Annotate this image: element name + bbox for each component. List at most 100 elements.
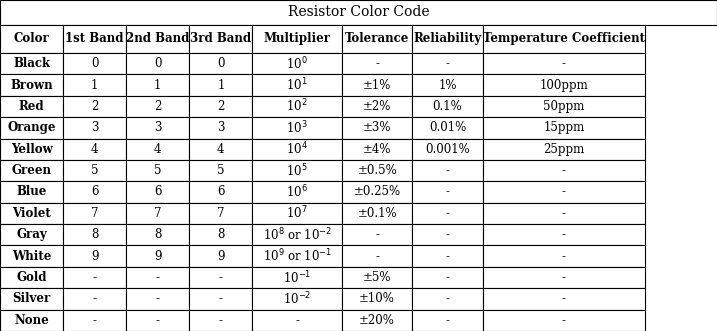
Bar [483,160,645,181]
Bar [63,25,126,53]
Text: -: - [445,314,450,327]
Bar [0,96,63,117]
Bar [0,203,63,224]
Text: -: - [562,228,566,241]
Text: 6: 6 [154,185,161,199]
Text: ±5%: ±5% [363,271,391,284]
Bar [0,0,717,25]
Text: 3: 3 [91,121,98,134]
Bar [342,203,412,224]
Bar [0,53,63,74]
Bar [252,53,342,74]
Bar [483,224,645,246]
Text: -: - [219,292,223,306]
Text: White: White [12,250,51,262]
Text: 0.001%: 0.001% [425,143,470,156]
Text: 2: 2 [154,100,161,113]
Bar [63,117,126,138]
Bar [483,53,645,74]
Text: ±2%: ±2% [363,100,391,113]
Bar [412,203,483,224]
Bar [252,224,342,246]
Text: -: - [445,185,450,199]
Bar [252,267,342,288]
Text: ±1%: ±1% [363,78,391,92]
Text: -: - [375,228,379,241]
Bar [63,53,126,74]
Text: 5: 5 [154,164,161,177]
Text: 10$^{8}$ or 10$^{-2}$: 10$^{8}$ or 10$^{-2}$ [262,226,332,243]
Text: -: - [92,314,97,327]
Bar [0,160,63,181]
Text: 15ppm: 15ppm [543,121,584,134]
Bar [342,267,412,288]
Bar [189,246,252,267]
Text: 3rd Band: 3rd Band [190,32,252,45]
Bar [342,25,412,53]
Bar [189,309,252,331]
Text: -: - [219,314,223,327]
Bar [189,53,252,74]
Text: 5: 5 [217,164,224,177]
Text: -: - [219,271,223,284]
Text: 1: 1 [154,78,161,92]
Text: 2nd Band: 2nd Band [126,32,189,45]
Text: Temperature Coefficient: Temperature Coefficient [483,32,645,45]
Bar [126,160,189,181]
Bar [126,117,189,138]
Text: 0.01%: 0.01% [429,121,466,134]
Bar [0,74,63,96]
Bar [342,96,412,117]
Bar [126,246,189,267]
Text: ±10%: ±10% [359,292,395,306]
Text: -: - [156,314,160,327]
Bar [189,288,252,309]
Bar [412,25,483,53]
Bar [63,224,126,246]
Text: 7: 7 [217,207,224,220]
Text: ±4%: ±4% [363,143,391,156]
Text: -: - [445,250,450,262]
Text: -: - [562,164,566,177]
Text: Gold: Gold [16,271,47,284]
Text: 100ppm: 100ppm [540,78,588,92]
Text: -: - [445,271,450,284]
Text: -: - [562,207,566,220]
Bar [63,160,126,181]
Bar [189,160,252,181]
Bar [483,96,645,117]
Text: 9: 9 [154,250,161,262]
Text: 6: 6 [91,185,98,199]
Bar [126,53,189,74]
Bar [189,117,252,138]
Bar [126,181,189,203]
Bar [63,267,126,288]
Bar [483,181,645,203]
Bar [126,224,189,246]
Text: -: - [562,292,566,306]
Text: 6: 6 [217,185,224,199]
Text: ±0.25%: ±0.25% [353,185,401,199]
Text: 0: 0 [154,57,161,70]
Bar [126,25,189,53]
Bar [483,117,645,138]
Bar [126,96,189,117]
Text: 1%: 1% [438,78,457,92]
Text: Silver: Silver [12,292,51,306]
Text: ±3%: ±3% [363,121,391,134]
Text: -: - [156,292,160,306]
Bar [63,74,126,96]
Text: 9: 9 [217,250,224,262]
Text: 0: 0 [91,57,98,70]
Text: Black: Black [13,57,50,70]
Bar [189,74,252,96]
Bar [483,203,645,224]
Bar [252,160,342,181]
Text: -: - [445,228,450,241]
Text: 10$^{9}$ or 10$^{-1}$: 10$^{9}$ or 10$^{-1}$ [262,248,332,264]
Text: 2: 2 [91,100,98,113]
Text: 8: 8 [154,228,161,241]
Text: 10$^{3}$: 10$^{3}$ [286,119,308,136]
Text: ±0.5%: ±0.5% [357,164,397,177]
Text: 10$^{6}$: 10$^{6}$ [286,184,308,200]
